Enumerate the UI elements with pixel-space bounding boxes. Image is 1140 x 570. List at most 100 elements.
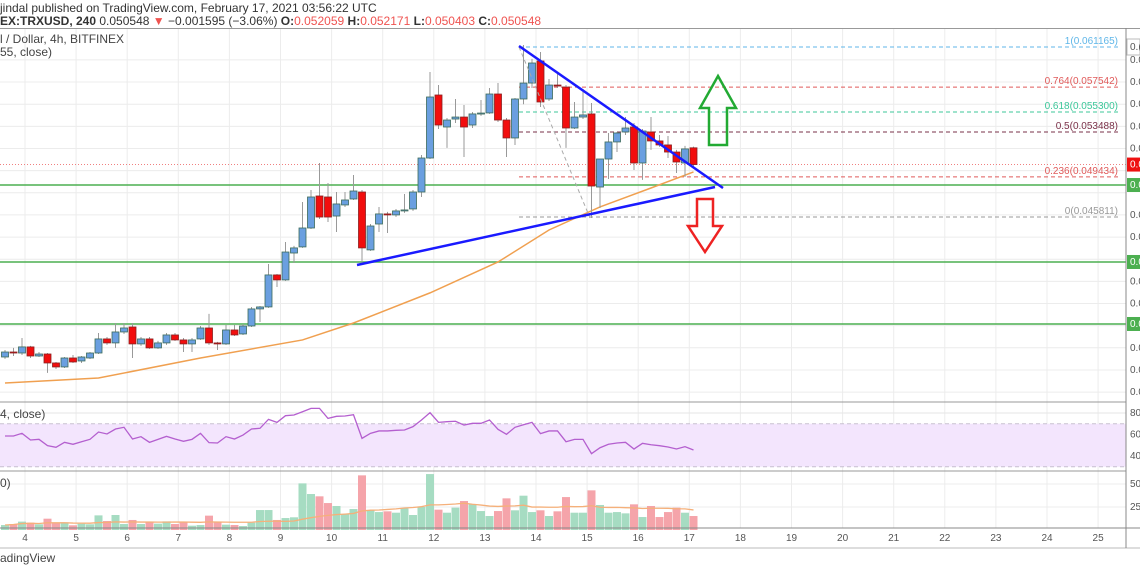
volume-bar	[596, 504, 604, 530]
support-price-label: 0.0	[1130, 319, 1140, 330]
candle-down	[553, 84, 562, 87]
candle-down	[26, 346, 35, 357]
volume-bar	[179, 522, 188, 530]
time-tick-label: 5	[73, 533, 79, 544]
candle-down	[324, 196, 332, 218]
volume-bar	[426, 474, 434, 530]
fibonacci-retracement[interactable]: 1(0.061165) 0.764(0.057542) 0.618(0.055300…	[519, 36, 1120, 218]
low-label: L:	[413, 14, 425, 28]
header-divider	[0, 28, 1140, 29]
volume-bar	[579, 512, 587, 530]
volume-bar	[298, 483, 307, 530]
volume-bar	[273, 519, 281, 530]
candle-up	[570, 116, 579, 129]
fib-level-label: 0.236(0.049434)	[1045, 166, 1118, 177]
volume-bar	[43, 518, 52, 530]
candle-up	[188, 339, 196, 345]
time-tick-label: 7	[176, 533, 182, 544]
candle-up	[86, 352, 94, 359]
support-price-label: 0.0	[1130, 180, 1140, 191]
candle-up	[451, 116, 460, 120]
candle-up	[264, 274, 273, 308]
candle-down	[630, 126, 638, 164]
candle-up	[579, 114, 587, 118]
volume-bar	[681, 512, 689, 530]
candle-up	[290, 247, 298, 254]
volume-bar	[103, 520, 111, 530]
candle-down	[230, 329, 239, 336]
candle-up	[111, 331, 120, 344]
high-value: 0.052171	[360, 14, 411, 28]
candle-up	[604, 141, 613, 160]
candle-up	[528, 62, 536, 84]
volume-bar	[630, 504, 638, 530]
fib-level-label: 0.764(0.057542)	[1045, 76, 1118, 87]
volume-bar	[477, 511, 485, 530]
rsi-tick-label: 80.	[1130, 408, 1140, 419]
low-value: 0.050403	[424, 14, 475, 28]
candle-up	[621, 127, 630, 133]
candle-down	[43, 353, 52, 364]
price-tick-label: 0.0	[1130, 343, 1140, 354]
rsi-band	[0, 423, 1126, 467]
volume-bar	[400, 508, 409, 530]
volume-bar	[409, 515, 417, 530]
volume-bar	[494, 511, 502, 530]
axes: 4 5 6 7 8 9 10 11 12 13 14 15 16 17 18 19 20 21 22 23 24 25 0.…	[22, 38, 1140, 544]
time-tick-label: 25	[1093, 533, 1105, 544]
publisher-line: jindal published on TradingView.com, Feb…	[0, 1, 377, 15]
volume-bar	[689, 516, 698, 530]
volume-bar	[154, 523, 162, 530]
volume-bar	[290, 517, 298, 530]
time-tick-label: 4	[22, 533, 28, 544]
price-change: −0.001595 (−3.06%)	[168, 14, 278, 28]
volume-bar	[545, 516, 553, 530]
candle-up	[137, 338, 145, 345]
support-price-badge	[1127, 254, 1140, 269]
volume-bar	[443, 512, 451, 530]
chart-legend-title: l / Dollar, 4h, BITFINEX	[0, 32, 124, 46]
candle-down	[434, 94, 443, 126]
time-tick-label: 24	[1041, 533, 1053, 544]
candle-up	[120, 327, 128, 333]
volume-bar	[553, 511, 562, 530]
candle-up	[638, 130, 647, 164]
time-tick-label: 21	[888, 533, 900, 544]
candle-down	[128, 326, 137, 345]
volume-bar	[468, 504, 477, 530]
volume-bar	[128, 519, 137, 530]
candle-down	[52, 362, 60, 368]
volume-bar	[349, 509, 358, 530]
price-tick-label: 0.0	[1130, 299, 1140, 310]
fib-level-label: 0(0.045811)	[1065, 206, 1118, 217]
volume-bar	[137, 524, 145, 530]
candle-up	[477, 112, 485, 115]
support-trendline[interactable]	[356, 185, 716, 267]
resistance-trendline[interactable]	[518, 44, 724, 190]
time-tick-label: 18	[735, 533, 747, 544]
price-tick-label: 0.0	[1130, 210, 1140, 221]
candle-up	[613, 132, 621, 143]
volume-bar	[9, 524, 18, 530]
candle-up	[196, 327, 205, 340]
candle-up	[35, 353, 43, 357]
candle-down	[179, 339, 188, 345]
volume-bar	[315, 496, 324, 530]
candle-down	[494, 93, 502, 121]
candle-down	[103, 338, 111, 344]
price-tick-label: 0.0	[1130, 276, 1140, 287]
price-tick-label: 0.0	[1130, 77, 1140, 88]
close-value: 0.050548	[491, 14, 542, 28]
symbol-quote-line: EX:TRXUSD, 240 0.050548 ▼ −0.001595 (−3.…	[0, 14, 541, 28]
volume-bar	[35, 524, 43, 530]
volume-bar	[60, 522, 69, 530]
time-tick-label: 8	[227, 533, 233, 544]
volume-bar	[264, 510, 273, 530]
support-price-badge	[1127, 316, 1140, 331]
volume-bar	[307, 494, 315, 530]
candle-up	[468, 113, 477, 126]
volume-bar	[256, 510, 264, 530]
candle-up	[392, 210, 400, 216]
price-tick-label: 0.0	[1130, 143, 1140, 154]
